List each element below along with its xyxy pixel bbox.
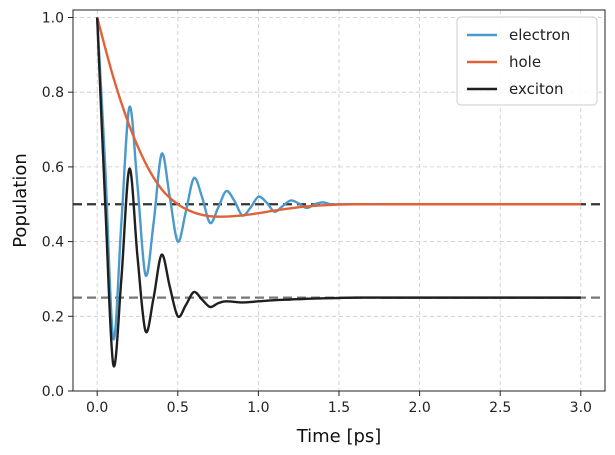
y-tick-label: 1.0	[42, 10, 64, 26]
y-tick-label: 0.0	[42, 384, 64, 400]
series-line-exciton	[95, 17, 581, 368]
series-line-hole	[96, 17, 581, 218]
x-tick-label: 2.0	[408, 400, 430, 416]
x-tick-label: 0.5	[167, 400, 189, 416]
legend: electron hole exciton	[456, 16, 598, 106]
legend-label: electron	[509, 26, 570, 44]
x-tick-label: 2.5	[489, 400, 511, 416]
legend-label: exciton	[509, 80, 564, 98]
y-tick-label: 0.8	[42, 85, 64, 101]
x-tick-label: 1.5	[328, 400, 350, 416]
y-tick-label: 0.4	[42, 235, 64, 251]
legend-label: hole	[509, 53, 541, 71]
y-tick-label: 0.6	[42, 160, 64, 176]
legend-box	[456, 16, 598, 106]
x-axis-ticks: 0.0 0.5 1.0 1.5 2.0 2.5 3.0	[86, 391, 592, 416]
x-tick-label: 3.0	[570, 400, 592, 416]
y-tick-label: 0.2	[42, 309, 64, 325]
y-axis-ticks: 0.0 0.2 0.4 0.6 0.8 1.0	[42, 10, 73, 400]
series-lines	[95, 17, 581, 368]
y-axis-label: Population	[10, 153, 31, 248]
x-tick-label: 0.0	[86, 400, 108, 416]
x-axis-label: Time [ps]	[296, 426, 382, 447]
x-tick-label: 1.0	[247, 400, 269, 416]
